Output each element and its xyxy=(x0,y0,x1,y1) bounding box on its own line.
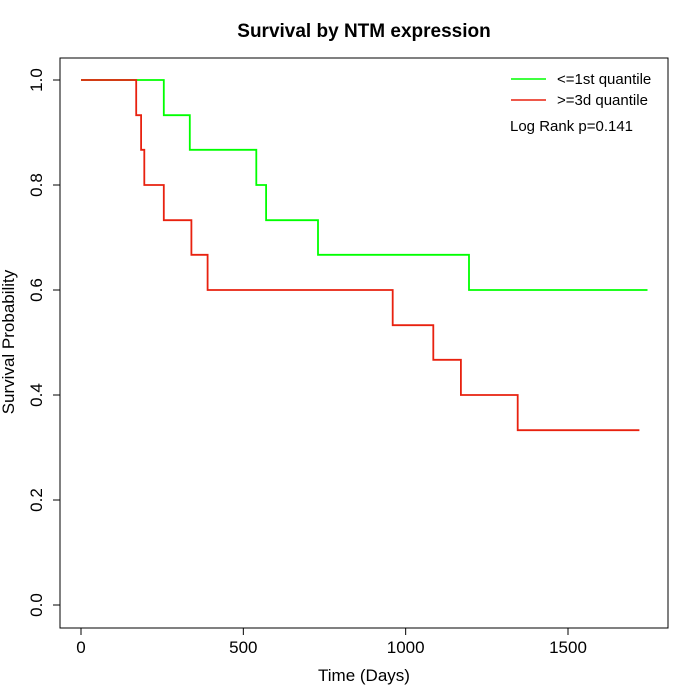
x-axis-label: Time (Days) xyxy=(318,666,410,685)
x-tick-label: 0 xyxy=(76,638,85,657)
x-tick-label: 1500 xyxy=(549,638,587,657)
chart-title: Survival by NTM expression xyxy=(237,21,490,42)
plot-frame xyxy=(59,57,669,629)
series-line-0 xyxy=(81,79,648,291)
legend: <=1st quantile >=3d quantile xyxy=(511,71,651,109)
y-tick-label: 0.0 xyxy=(27,593,46,617)
y-tick-label: 0.6 xyxy=(27,278,46,302)
y-tick-label: 0.8 xyxy=(27,173,46,197)
y-tick-label: 1.0 xyxy=(27,68,46,92)
series-layer xyxy=(81,79,648,432)
x-tick-label: 1000 xyxy=(387,638,425,657)
x-tick-label: 500 xyxy=(229,638,257,657)
legend-label-low: <=1st quantile xyxy=(557,71,651,88)
y-tick-label: 0.2 xyxy=(27,488,46,512)
x-axis: 0 500 1000 1500 xyxy=(76,627,587,657)
legend-label-high: >=3d quantile xyxy=(557,92,648,109)
y-tick-label: 0.4 xyxy=(27,383,46,407)
series-line-1 xyxy=(81,79,640,432)
y-axis-label: Survival Probability xyxy=(0,269,18,414)
log-rank-annotation: Log Rank p=0.141 xyxy=(510,118,633,135)
y-axis: 0.0 0.2 0.4 0.6 0.8 1.0 xyxy=(27,68,61,617)
